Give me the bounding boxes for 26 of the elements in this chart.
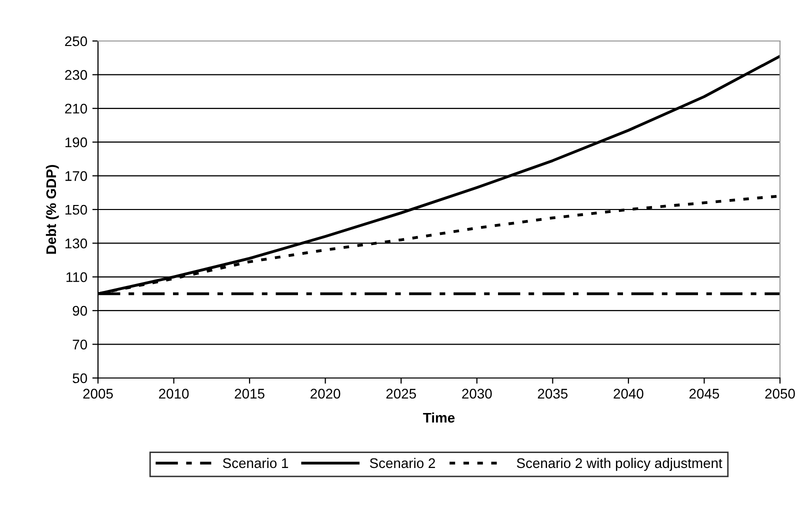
y-tick-label: 50: [72, 373, 88, 384]
x-tick-label: 2015: [234, 388, 264, 399]
x-tick-label: 2045: [689, 388, 720, 399]
y-tick-label: 130: [65, 238, 88, 248]
legend-label: Scenario 1: [222, 458, 288, 468]
x-tick-label: 2040: [614, 388, 644, 399]
y-tick-label: 110: [66, 272, 88, 282]
y-tick-label: 190: [65, 137, 88, 148]
y-axis-title: Debt (% GDP): [46, 165, 59, 254]
y-tick-label: 90: [72, 306, 88, 316]
y-tick-label: 70: [72, 340, 88, 350]
x-tick-label: 2005: [83, 388, 113, 399]
x-tick-label: 2010: [159, 388, 189, 399]
x-tick-label: 2030: [462, 388, 492, 399]
x-tick-label: 2020: [310, 388, 340, 399]
x-axis-title: Time: [423, 412, 455, 423]
y-tick-label: 250: [65, 36, 88, 46]
legend-label: Scenario 2: [370, 458, 435, 468]
x-tick-label: 2035: [538, 388, 568, 399]
y-tick-label: 230: [65, 70, 88, 80]
legend-label: Scenario 2 with policy adjustment: [516, 458, 722, 471]
y-tick-label: 170: [65, 171, 88, 181]
x-tick-label: 2050: [765, 388, 795, 399]
y-tick-label: 210: [65, 104, 88, 114]
y-tick-label: 150: [65, 204, 88, 215]
x-tick-label: 2025: [386, 388, 416, 399]
